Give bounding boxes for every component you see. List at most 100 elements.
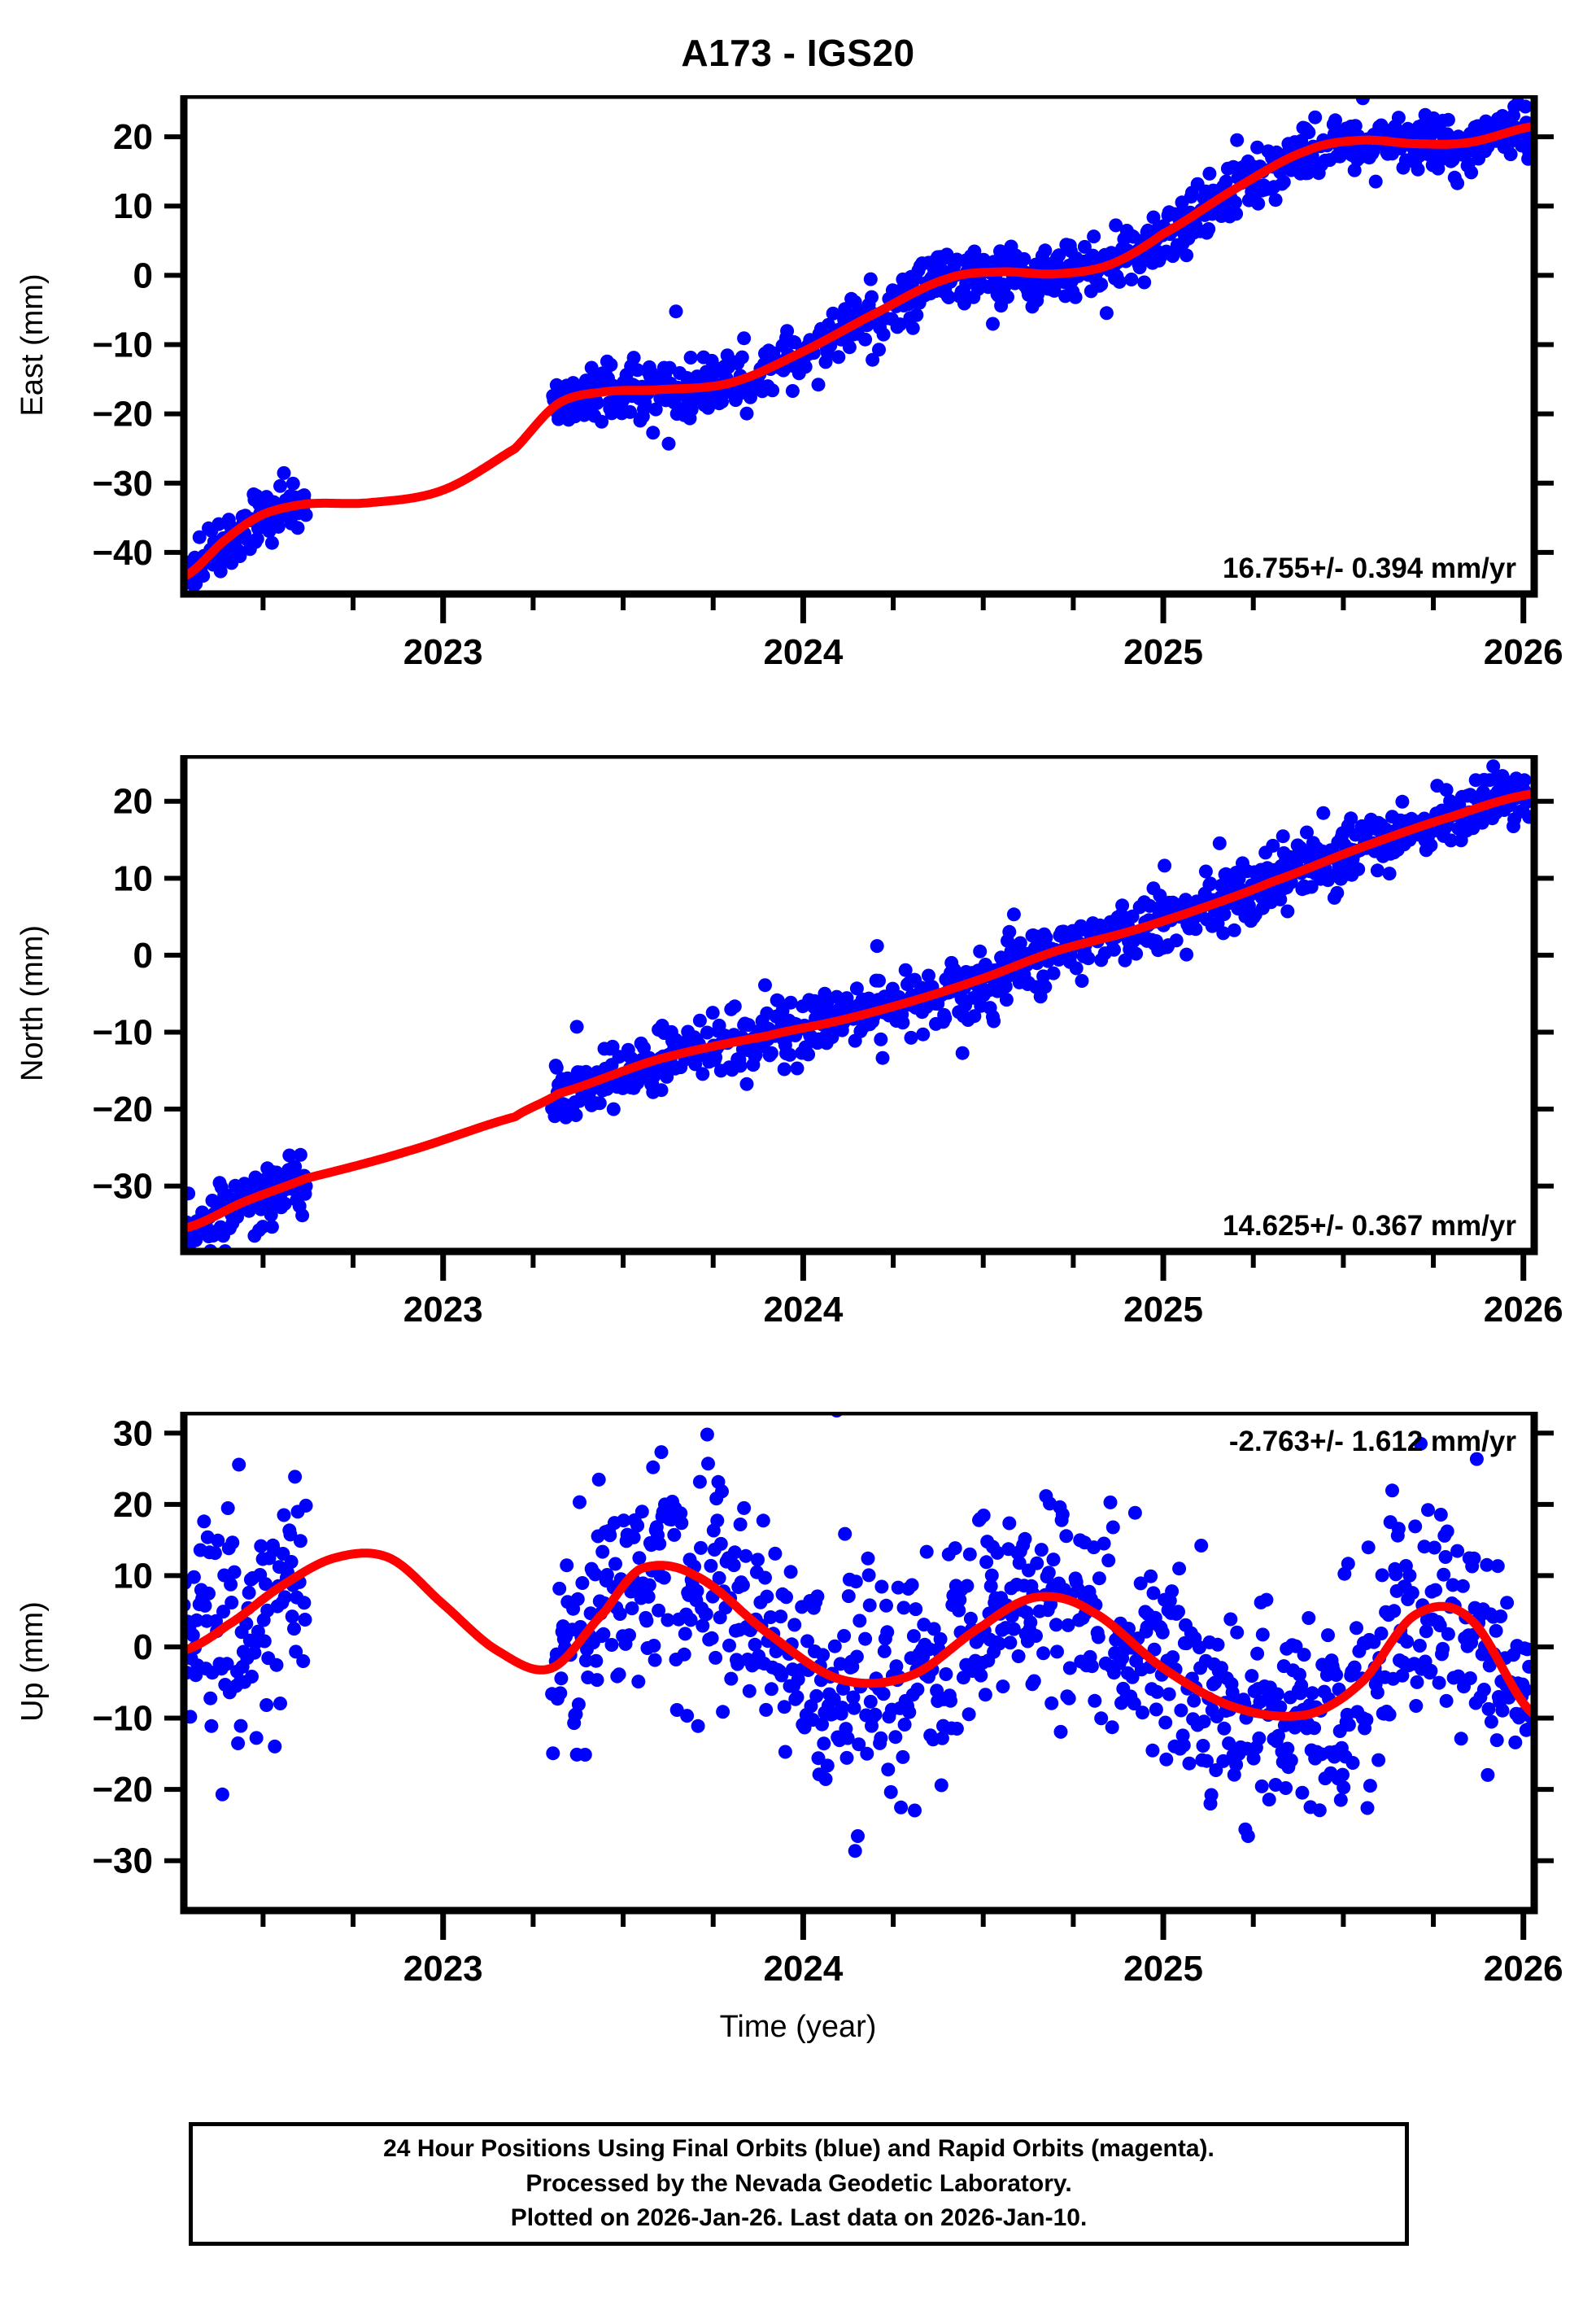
data-point <box>1002 924 1017 939</box>
data-point <box>1166 1650 1180 1665</box>
data-point <box>722 1638 736 1653</box>
data-point <box>967 1009 982 1024</box>
data-point <box>656 1570 671 1585</box>
y-tick-label: −10 <box>92 1012 153 1052</box>
data-point <box>1419 1624 1433 1639</box>
data-point <box>809 1688 824 1703</box>
x-tick-label: 2023 <box>403 1949 483 1984</box>
data-point <box>798 360 813 374</box>
data-point <box>299 1498 313 1513</box>
data-point <box>196 569 211 583</box>
data-point <box>1395 794 1410 809</box>
data-point <box>667 1527 682 1542</box>
data-point <box>622 1628 636 1643</box>
data-point <box>1159 1752 1174 1767</box>
panel-north: 20 10 0 −10 −20 −30 2023 2024 2025 2026 14.625+/- … <box>0 755 1596 1325</box>
data-point <box>868 1707 883 1722</box>
data-point <box>1273 1700 1288 1714</box>
data-point <box>852 1737 866 1752</box>
data-point <box>1204 1788 1219 1802</box>
data-point <box>1162 1687 1176 1701</box>
data-point <box>848 295 862 309</box>
data-point <box>1490 1559 1505 1574</box>
data-point <box>211 1533 225 1548</box>
y-tick-label: 10 <box>113 1556 153 1596</box>
data-point <box>1450 1544 1465 1558</box>
data-point <box>1463 1671 1477 1685</box>
data-point <box>1329 122 1344 137</box>
data-point <box>715 1484 729 1499</box>
data-point <box>1182 1756 1197 1771</box>
y-tick-label: 0 <box>133 255 153 295</box>
data-point <box>727 1545 742 1560</box>
data-point <box>1011 1649 1026 1663</box>
data-point <box>881 1762 896 1777</box>
data-point <box>1391 1522 1406 1536</box>
data-point <box>590 1673 604 1688</box>
data-point <box>898 963 913 977</box>
data-point <box>811 378 826 392</box>
data-point <box>1062 1691 1076 1705</box>
data-point <box>546 1746 560 1761</box>
data-point <box>830 989 844 1004</box>
data-point <box>1103 1495 1118 1509</box>
data-point <box>787 1618 802 1632</box>
data-point <box>815 1717 829 1732</box>
data-layer-east <box>184 95 1534 592</box>
data-point <box>1268 193 1283 207</box>
data-point <box>1480 1767 1495 1782</box>
data-point <box>1368 174 1383 189</box>
data-point <box>783 1047 797 1062</box>
data-point <box>820 1758 835 1773</box>
data-point <box>1439 1693 1454 1708</box>
data-point <box>863 1694 878 1709</box>
data-point <box>1424 1663 1438 1678</box>
data-point <box>841 1589 856 1604</box>
data-point <box>1091 1630 1105 1644</box>
data-point <box>948 1541 962 1556</box>
data-point <box>944 1693 957 1708</box>
data-point <box>1049 1618 1063 1632</box>
data-point <box>1084 1659 1099 1674</box>
data-point <box>1227 923 1241 937</box>
data-point <box>696 1067 710 1081</box>
data-point <box>1174 1703 1188 1718</box>
data-point <box>743 390 757 404</box>
data-point <box>1464 165 1479 180</box>
velocity-annotation-east: 16.755+/- 0.394 mm/yr <box>1223 552 1516 584</box>
data-point <box>293 1534 307 1548</box>
data-point <box>1280 904 1295 919</box>
y-tick-label: −10 <box>92 325 153 365</box>
data-point <box>1202 166 1217 181</box>
data-point <box>879 1598 893 1613</box>
data-point <box>1336 1767 1350 1782</box>
y-tick-label: −10 <box>92 1699 153 1739</box>
data-point <box>224 1577 238 1592</box>
data-point <box>741 1018 756 1033</box>
data-point <box>661 1613 675 1627</box>
data-point <box>293 1147 307 1162</box>
data-point <box>846 1690 861 1705</box>
data-point <box>1105 1720 1119 1735</box>
data-point <box>1438 1550 1453 1564</box>
data-point <box>692 1013 707 1028</box>
data-point <box>1171 1605 1185 1619</box>
data-point <box>245 1670 259 1684</box>
data-point <box>774 1668 789 1683</box>
data-point <box>220 1501 235 1515</box>
data-point <box>1216 926 1231 941</box>
data-point <box>1374 1627 1389 1640</box>
data-point <box>1229 207 1244 221</box>
data-point <box>934 1778 948 1793</box>
data-point <box>669 1703 684 1717</box>
data-point <box>1300 825 1314 840</box>
data-point <box>916 1027 931 1042</box>
data-point <box>273 1697 287 1710</box>
data-point <box>1308 110 1323 124</box>
data-point <box>1230 133 1245 147</box>
x-tick-label: 2024 <box>763 1949 843 1984</box>
data-point <box>642 1578 656 1592</box>
data-point <box>696 1618 710 1633</box>
data-point <box>207 1546 222 1561</box>
data-point <box>605 1039 620 1054</box>
